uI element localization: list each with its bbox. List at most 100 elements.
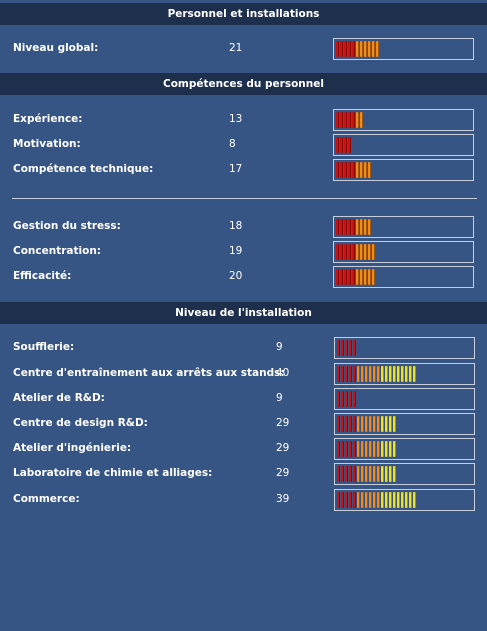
level-segment	[377, 441, 380, 457]
overall-level-fill	[336, 41, 380, 57]
facility-level-fill	[337, 340, 357, 356]
skill-label: Motivation:	[13, 138, 81, 150]
level-segment	[373, 416, 376, 432]
level-segment	[369, 466, 372, 482]
level-segment	[365, 366, 368, 382]
facility-level-bar	[334, 363, 475, 385]
level-segment	[352, 112, 355, 128]
level-segment	[397, 492, 400, 508]
level-segment	[369, 366, 372, 382]
facility-level-fill	[337, 416, 397, 432]
facility-level-fill	[337, 466, 397, 482]
skill-level-bar	[333, 159, 474, 181]
facility-value: 29	[276, 467, 290, 479]
skill-value: 8	[229, 138, 236, 150]
level-segment	[368, 41, 371, 57]
level-segment	[368, 219, 371, 235]
facility-level-bar	[334, 388, 475, 410]
level-segment	[393, 492, 396, 508]
level-segment	[353, 340, 356, 356]
skill-level-bar	[333, 134, 474, 156]
skill-value: 17	[229, 163, 243, 175]
level-segment	[356, 41, 359, 57]
skill-level-bar	[333, 241, 474, 263]
level-segment	[373, 492, 376, 508]
facility-level-bar	[334, 413, 475, 435]
level-segment	[381, 366, 384, 382]
level-segment	[357, 366, 360, 382]
skill-row-motivation: Motivation: 8	[0, 134, 487, 156]
skill-label: Compétence technique:	[13, 163, 154, 175]
facility-value: 39	[276, 493, 290, 505]
level-segment	[336, 112, 339, 128]
level-segment	[349, 492, 352, 508]
facility-value: 29	[276, 417, 290, 429]
overall-label: Niveau global:	[13, 42, 99, 54]
level-segment	[361, 441, 364, 457]
level-segment	[344, 219, 347, 235]
facility-level-bar	[334, 489, 475, 511]
level-segment	[365, 441, 368, 457]
level-segment	[360, 219, 363, 235]
level-segment	[348, 244, 351, 260]
facility-row-pitstop-training: Centre d'entraînement aux arrêts aux sta…	[0, 363, 487, 385]
level-segment	[356, 219, 359, 235]
level-segment	[381, 466, 384, 482]
level-segment	[364, 41, 367, 57]
overall-level-bar	[333, 38, 474, 60]
skill-row-technical: Compétence technique: 17	[0, 159, 487, 181]
level-segment	[369, 492, 372, 508]
level-segment	[393, 366, 396, 382]
skill-label: Gestion du stress:	[13, 220, 121, 232]
level-segment	[368, 162, 371, 178]
level-segment	[385, 416, 388, 432]
level-segment	[389, 466, 392, 482]
facility-value: 40	[276, 367, 290, 379]
level-segment	[337, 391, 340, 407]
skill-value: 20	[229, 270, 243, 282]
level-segment	[341, 441, 344, 457]
level-segment	[385, 366, 388, 382]
level-segment	[349, 340, 352, 356]
skill-value: 19	[229, 245, 243, 257]
level-segment	[336, 219, 339, 235]
level-segment	[341, 366, 344, 382]
level-segment	[368, 244, 371, 260]
level-segment	[353, 391, 356, 407]
level-segment	[368, 269, 371, 285]
level-segment	[337, 416, 340, 432]
level-segment	[393, 466, 396, 482]
facility-row-chemistry-lab: Laboratoire de chimie et alliages: 29	[0, 463, 487, 485]
facility-value: 9	[276, 392, 283, 404]
level-segment	[372, 244, 375, 260]
section-header-installation: Niveau de l'installation	[0, 302, 487, 324]
level-segment	[340, 219, 343, 235]
facility-label: Centre d'entraînement aux arrêts aux sta…	[13, 367, 285, 379]
level-segment	[360, 269, 363, 285]
level-segment	[336, 41, 339, 57]
level-segment	[352, 219, 355, 235]
skill-level-bar	[333, 216, 474, 238]
level-segment	[409, 492, 412, 508]
level-segment	[336, 137, 339, 153]
section-header-competences: Compétences du personnel	[0, 73, 487, 95]
level-segment	[365, 416, 368, 432]
level-segment	[345, 340, 348, 356]
level-segment	[361, 492, 364, 508]
level-segment	[357, 492, 360, 508]
level-segment	[344, 137, 347, 153]
level-segment	[349, 466, 352, 482]
level-segment	[337, 466, 340, 482]
level-segment	[348, 41, 351, 57]
skill-level-fill	[336, 219, 372, 235]
level-segment	[377, 366, 380, 382]
level-segment	[373, 441, 376, 457]
skill-value: 18	[229, 220, 243, 232]
skill-level-fill	[336, 137, 352, 153]
level-segment	[336, 162, 339, 178]
level-segment	[364, 244, 367, 260]
level-segment	[344, 244, 347, 260]
section-header-personnel-installations: Personnel et installations	[0, 3, 487, 25]
level-segment	[348, 269, 351, 285]
section-divider	[12, 198, 477, 199]
